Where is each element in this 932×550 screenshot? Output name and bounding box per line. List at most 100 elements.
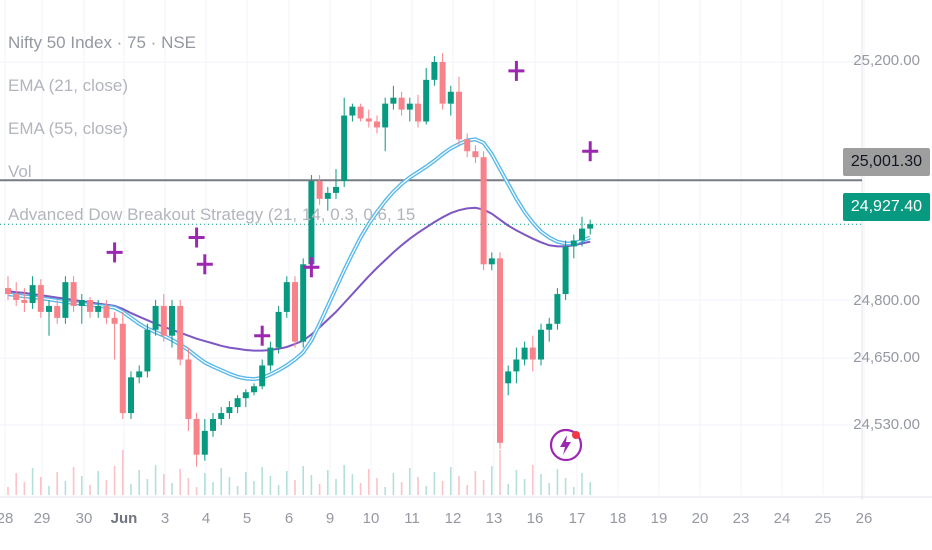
volume-bar (417, 477, 419, 495)
candle-body (521, 347, 528, 360)
candle-body (5, 288, 11, 295)
candle-body (193, 419, 200, 455)
volume-bar (122, 450, 124, 495)
volume-bar (212, 482, 214, 495)
volume-bar (318, 484, 321, 495)
candle-body (349, 106, 356, 116)
candle-body (283, 282, 290, 312)
x-tick-label: 11 (404, 510, 420, 527)
volume-bar (245, 472, 247, 495)
x-tick-label: 26 (855, 510, 873, 527)
volume-bar (146, 479, 149, 495)
x-tick-label: 17 (568, 510, 586, 527)
volume-bar (474, 471, 477, 495)
volume-bar (113, 466, 116, 495)
candle-body (218, 413, 225, 419)
volume-bar (384, 487, 386, 495)
volume-bar (228, 477, 231, 495)
volume-bar (548, 483, 550, 495)
volume-bar (81, 476, 83, 495)
volume-bar (491, 466, 493, 495)
legend-ema55[interactable]: EMA (55, close) (8, 119, 128, 138)
volume-bar (433, 472, 436, 495)
candle-body (78, 300, 85, 306)
candle-body (374, 121, 380, 128)
candle-body (456, 91, 462, 140)
volume-bar (450, 467, 452, 495)
volume-bar (302, 466, 304, 495)
legend-ema21[interactable]: EMA (21, close) (8, 76, 128, 95)
volume-bar (72, 467, 75, 495)
volume-bar (15, 473, 17, 495)
volume-bar (581, 473, 583, 495)
candle-body (333, 186, 339, 193)
x-tick-label: 9 (325, 510, 335, 527)
legend-volume[interactable]: Vol (8, 162, 32, 181)
x-tick-label: 10 (362, 510, 380, 527)
volume-bar (138, 470, 140, 495)
volume-bar (540, 474, 542, 495)
candle-body (587, 224, 594, 229)
legend-strategy[interactable]: Advanced Dow Breakout Strategy (21, 14, … (8, 205, 416, 224)
volume-bar (130, 484, 132, 495)
volume-bar (359, 483, 362, 495)
candle-body (505, 371, 512, 384)
candle-body (242, 392, 249, 399)
volume-bar (269, 476, 272, 495)
candle-body (292, 282, 298, 342)
y-tick-3: 24,650.00 (853, 349, 920, 366)
legend-symbol-title[interactable]: Nifty 50 Index · 75 · NSE (8, 33, 197, 52)
candle-body (201, 430, 208, 455)
x-tick-label: 6 (284, 510, 294, 527)
candle-body (497, 258, 503, 443)
candle-body (275, 311, 282, 348)
x-tick-label: 16 (526, 510, 544, 527)
candle-body (128, 377, 134, 414)
candle-body (439, 62, 446, 104)
candle-body (538, 329, 544, 360)
volume-bar (376, 478, 378, 495)
x-tick-label: 13 (485, 510, 503, 527)
y-tick-1: 25,200.00 (853, 52, 920, 69)
x-tick-label: 3 (160, 510, 170, 527)
candle-body (357, 106, 364, 119)
volume-bar (179, 469, 181, 495)
x-tick-label: 23 (732, 510, 750, 527)
candle-body (554, 294, 561, 324)
candle-body (341, 115, 348, 181)
volume-bar (482, 480, 485, 495)
x-tick-label: Jun (110, 510, 138, 527)
candle-body (70, 282, 77, 306)
candle-body (324, 192, 331, 199)
candle-body (398, 97, 405, 110)
volume-bar (532, 465, 534, 495)
candle-body (259, 365, 266, 387)
volume-bar (409, 468, 411, 495)
candle-body (480, 157, 487, 265)
candle-body (234, 398, 241, 408)
x-tick-label: 20 (691, 510, 709, 527)
x-tick-label: 28 (0, 510, 14, 527)
volume-bar (236, 486, 239, 495)
candle-body (87, 300, 93, 312)
x-tick-label: 30 (75, 510, 93, 527)
candle-body (62, 282, 69, 318)
x-tick-label: 4 (201, 510, 211, 527)
volume-bar (466, 485, 468, 495)
volume-bar (458, 476, 460, 495)
x-tick-label: 5 (242, 510, 252, 527)
y-tick-4: 24,530.00 (853, 416, 920, 433)
candle-body (365, 118, 372, 122)
volume-bar (556, 469, 559, 495)
candle-body (488, 258, 495, 265)
lightning-icon[interactable] (548, 427, 584, 463)
volume-bar (64, 481, 67, 495)
volume-bar (310, 475, 313, 495)
volume-bar (31, 468, 34, 495)
volume-bar (7, 487, 9, 495)
candle-body (472, 151, 479, 158)
volume-bar (277, 485, 280, 495)
candle-body (160, 305, 167, 336)
x-tick-label: 18 (609, 510, 627, 527)
